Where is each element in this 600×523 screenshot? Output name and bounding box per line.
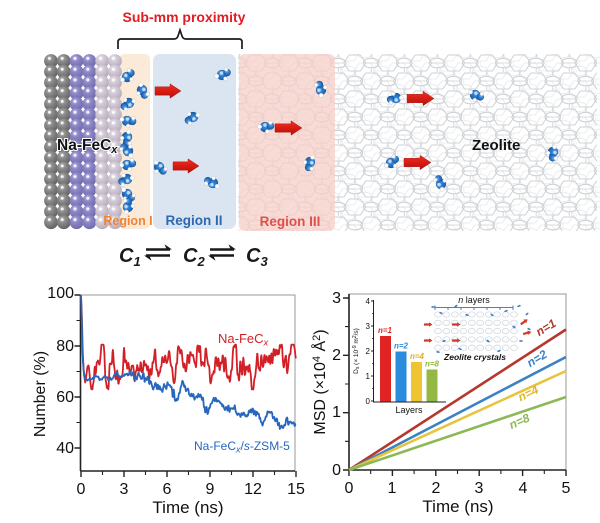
svg-text:12: 12: [244, 481, 262, 498]
svg-text:n=2: n=2: [394, 342, 409, 351]
svg-text:0: 0: [77, 481, 86, 498]
svg-text:3: 3: [332, 290, 341, 307]
svg-text:100: 100: [47, 285, 74, 302]
svg-text:4: 4: [519, 480, 528, 497]
svg-text:Region I: Region I: [103, 214, 152, 228]
svg-text:C3: C3: [246, 245, 268, 269]
svg-text:n=4: n=4: [410, 352, 425, 361]
svg-text:Ds (× 10-9 m2/s): Ds (× 10-9 m2/s): [352, 328, 361, 374]
svg-text:Zeolite: Zeolite: [472, 137, 520, 154]
svg-text:2: 2: [366, 347, 371, 356]
svg-text:2: 2: [332, 347, 341, 364]
svg-text:C1: C1: [119, 245, 141, 269]
svg-text:6: 6: [163, 481, 172, 498]
svg-text:3: 3: [475, 480, 484, 497]
svg-text:1: 1: [332, 404, 341, 421]
svg-text:4: 4: [366, 297, 371, 306]
svg-text:0: 0: [366, 397, 371, 406]
svg-text:C2: C2: [183, 245, 205, 269]
svg-text:Zeolite crystals: Zeolite crystals: [443, 352, 506, 362]
svg-text:40: 40: [56, 440, 74, 457]
svg-text:15: 15: [287, 481, 305, 498]
svg-text:Sub-mm proximity: Sub-mm proximity: [123, 9, 246, 25]
svg-text:n=8: n=8: [507, 411, 532, 432]
svg-text:1: 1: [366, 372, 371, 381]
svg-text:n=8: n=8: [425, 360, 440, 369]
svg-text:Region III: Region III: [260, 214, 321, 229]
svg-text:Na-FeCx: Na-FeCx: [57, 137, 118, 156]
svg-text:9: 9: [206, 481, 215, 498]
svg-text:Number (%): Number (%): [32, 351, 49, 437]
svg-text:n layers: n layers: [458, 295, 490, 305]
svg-text:n=1: n=1: [378, 326, 393, 335]
svg-text:5: 5: [562, 480, 571, 497]
svg-text:MSD (×104 Å2): MSD (×104 Å2): [310, 329, 329, 434]
svg-text:Na-FeCx/s-ZSM-5: Na-FeCx/s-ZSM-5: [194, 439, 290, 455]
svg-text:1: 1: [388, 480, 397, 497]
svg-text:Time (ns): Time (ns): [422, 497, 493, 516]
svg-text:3: 3: [366, 322, 371, 331]
svg-text:60: 60: [56, 389, 74, 406]
svg-text:Na-FeCx: Na-FeCx: [218, 331, 270, 349]
svg-text:3: 3: [120, 481, 129, 498]
svg-text:n=4: n=4: [516, 382, 541, 404]
svg-text:80: 80: [56, 338, 74, 355]
svg-text:Layers: Layers: [395, 405, 423, 415]
svg-text:Time (ns): Time (ns): [152, 498, 223, 517]
svg-text:Region II: Region II: [166, 213, 223, 228]
svg-text:2: 2: [432, 480, 441, 497]
svg-text:0: 0: [345, 480, 354, 497]
svg-text:0: 0: [332, 462, 341, 479]
